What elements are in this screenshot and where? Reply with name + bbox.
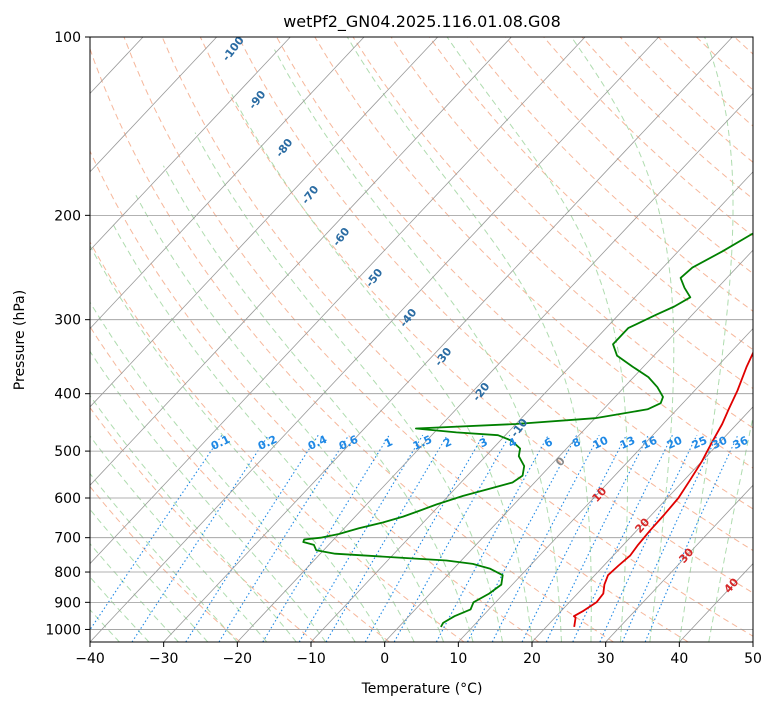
isotherm-gridline bbox=[90, 37, 512, 486]
mixing-ratio-line bbox=[364, 434, 484, 642]
isotherm-gridline bbox=[531, 406, 753, 642]
isotherm-gridline bbox=[605, 484, 753, 642]
mixing-ratio-label: 36 bbox=[731, 434, 751, 452]
mixing-ratio-label: 30 bbox=[710, 434, 730, 452]
isotherm-gridline bbox=[90, 37, 217, 173]
isotherm-gridline bbox=[310, 171, 753, 642]
isotherms bbox=[90, 37, 753, 642]
mixing-ratio-line bbox=[325, 434, 448, 642]
y-tick-label: 200 bbox=[54, 208, 81, 224]
moist-adiabat-line bbox=[90, 508, 209, 642]
mixing-ratio-label: 20 bbox=[665, 434, 685, 452]
dry-adiabat-line bbox=[467, 37, 753, 312]
x-tick-label: 10 bbox=[449, 651, 467, 667]
dry-adiabat-line bbox=[90, 47, 614, 642]
plot-area: -100-90-80-70-60-50-40-30-20-10010203040… bbox=[90, 37, 753, 642]
y-tick-label: 500 bbox=[54, 444, 81, 460]
y-tick-label: 700 bbox=[54, 531, 81, 547]
dry-adiabat-line bbox=[90, 241, 465, 642]
mixing-ratio-label: 16 bbox=[640, 434, 660, 452]
y-tick-label: 400 bbox=[54, 387, 81, 403]
y-tick-label: 800 bbox=[54, 565, 81, 581]
x-tick-label: 30 bbox=[597, 651, 615, 667]
moist-adiabats bbox=[90, 37, 753, 642]
x-axis: −40 −30 −20 −10 0 10 20 30 40 50 bbox=[75, 642, 762, 667]
sounding-series bbox=[302, 232, 753, 628]
dry-adiabat-line bbox=[90, 325, 390, 642]
moist-adiabat-line bbox=[90, 542, 179, 642]
isotherm-gridline bbox=[90, 37, 291, 251]
mixing-ratio-line bbox=[298, 434, 424, 642]
moist-adiabat-line bbox=[708, 414, 753, 642]
chart-title: wetPf2_GN04.2025.116.01.08.G08 bbox=[283, 12, 561, 32]
dewpoint-profile-line bbox=[302, 232, 753, 628]
isotherm-gridline bbox=[90, 37, 438, 408]
y-axis-title: Pressure (hPa) bbox=[12, 290, 28, 390]
mixing-ratio-line bbox=[545, 434, 649, 642]
isotherm-gridline bbox=[458, 327, 753, 642]
moist-adiabat-line bbox=[570, 37, 675, 642]
isotherm-gridline bbox=[90, 37, 365, 330]
mixing-ratio-line bbox=[435, 434, 549, 642]
x-tick-label: −40 bbox=[75, 651, 105, 667]
moist-adiabat-line bbox=[90, 301, 356, 642]
moist-adiabat-line bbox=[346, 37, 592, 642]
dry-adiabat-line bbox=[390, 37, 753, 390]
moist-adiabat-line bbox=[90, 350, 327, 642]
moist-adiabat-line bbox=[135, 195, 445, 642]
y-tick-label: 900 bbox=[54, 595, 81, 611]
moist-adiabat-line bbox=[111, 221, 415, 642]
x-tick-label: 50 bbox=[744, 651, 762, 667]
mixing-ratio-line bbox=[90, 434, 223, 631]
mixing-ratio-line bbox=[185, 434, 319, 642]
mixing-ratio-label: 13 bbox=[618, 434, 637, 452]
x-tick-label: 20 bbox=[523, 651, 541, 667]
y-tick-label: 600 bbox=[54, 491, 81, 507]
isotherm-gridline bbox=[90, 37, 659, 642]
temperature-profile-line bbox=[573, 350, 753, 628]
x-tick-label: −10 bbox=[296, 651, 326, 667]
y-tick-label: 100 bbox=[54, 30, 81, 46]
x-tick-label: 0 bbox=[380, 651, 389, 667]
moist-adiabat-line bbox=[90, 435, 268, 642]
isobar-gridlines bbox=[90, 37, 753, 630]
dry-adiabat-line bbox=[123, 37, 689, 642]
isotherm-gridline bbox=[384, 249, 753, 642]
x-tick-label: 40 bbox=[670, 651, 688, 667]
dry-adiabat-line bbox=[161, 37, 753, 637]
moist-adiabat-line bbox=[678, 37, 734, 642]
mixing-ratio-lines bbox=[90, 434, 739, 642]
x-tick-label: −20 bbox=[223, 651, 253, 667]
isotherm-gridline bbox=[90, 37, 586, 565]
moist-adiabat-line bbox=[162, 165, 474, 642]
dry-adiabat-line bbox=[428, 37, 753, 351]
moist-adiabat-line bbox=[90, 472, 238, 642]
y-tick-label: 1000 bbox=[45, 622, 81, 638]
mixing-ratio-label: 10 bbox=[591, 434, 611, 452]
x-tick-label: −30 bbox=[149, 651, 179, 667]
mixing-ratio-line bbox=[521, 434, 627, 642]
moist-adiabat-line bbox=[90, 245, 386, 642]
x-axis-title: Temperature (°C) bbox=[361, 681, 483, 697]
y-tick-label: 300 bbox=[54, 313, 81, 329]
mixing-ratio-label: 25 bbox=[690, 434, 709, 452]
moist-adiabat-line bbox=[274, 49, 562, 642]
mixing-ratio-line bbox=[262, 434, 390, 642]
isotherm-gridline bbox=[237, 92, 753, 642]
mixing-ratio-line bbox=[218, 434, 350, 642]
mixing-ratio-line bbox=[491, 434, 600, 642]
y-axis: 100 200 300 400 500 600 700 800 900 1000 bbox=[45, 30, 90, 638]
moist-adiabat-line bbox=[446, 37, 628, 642]
dry-adiabat-line bbox=[90, 406, 316, 642]
moist-adiabat-line bbox=[231, 94, 533, 642]
plot-frame bbox=[89, 36, 754, 643]
isotherm-gridline bbox=[163, 37, 733, 642]
